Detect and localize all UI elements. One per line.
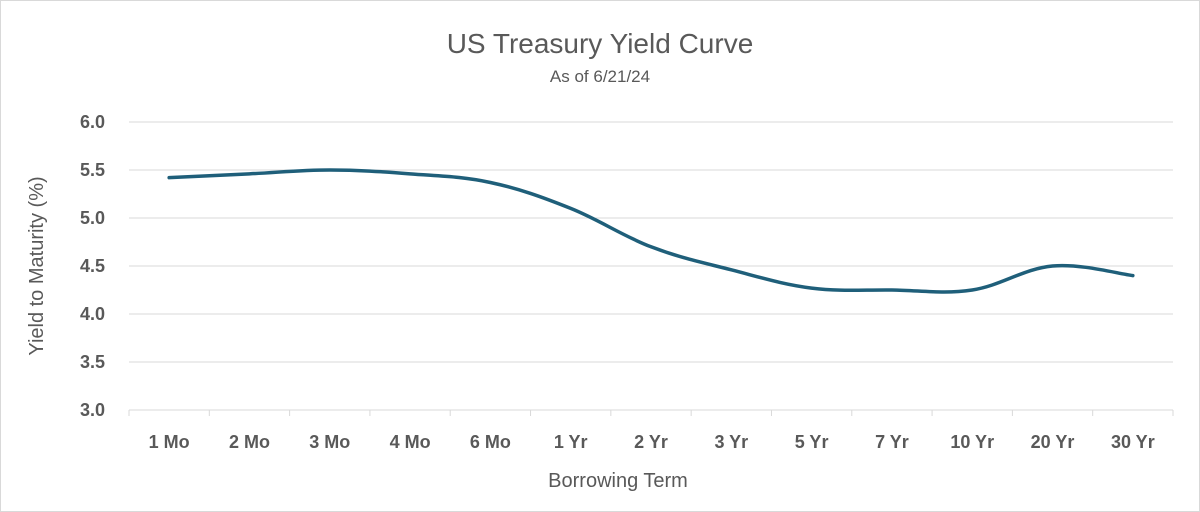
- x-tick-label: 7 Yr: [875, 432, 909, 452]
- axes: [128, 409, 1174, 416]
- x-tick-label: 1 Yr: [554, 432, 588, 452]
- chart-subtitle: As of 6/21/24: [550, 67, 650, 86]
- series: [167, 168, 1135, 294]
- y-tick-label: 4.5: [80, 256, 105, 276]
- x-tick-label: 20 Yr: [1031, 432, 1075, 452]
- x-tick-label: 3 Mo: [309, 432, 350, 452]
- y-tick-label: 3.0: [80, 400, 105, 420]
- x-tick-label: 1 Mo: [149, 432, 190, 452]
- yield-series-line: [167, 168, 1135, 294]
- x-tick-label: 6 Mo: [470, 432, 511, 452]
- x-tick-label: 2 Mo: [229, 432, 270, 452]
- x-tick-label: 5 Yr: [795, 432, 829, 452]
- chart-title: US Treasury Yield Curve: [447, 28, 754, 59]
- gridlines: [129, 121, 1173, 363]
- x-tick-label: 4 Mo: [390, 432, 431, 452]
- y-tick-label: 4.0: [80, 304, 105, 324]
- y-tick-label: 6.0: [80, 112, 105, 132]
- y-tick-label: 3.5: [80, 352, 105, 372]
- x-tick-label: 30 Yr: [1111, 432, 1155, 452]
- x-tick-label: 2 Yr: [634, 432, 668, 452]
- y-tick-label: 5.0: [80, 208, 105, 228]
- x-tick-label: 10 Yr: [950, 432, 994, 452]
- y-tick-label: 5.5: [80, 160, 105, 180]
- tick-labels: 3.0 3.5 4.0 4.5 5.0 5.5 6.0 1 Mo 2 Mo 3 Mo 4 Mo 6 M…: [80, 112, 1155, 452]
- x-axis-title: Borrowing Term: [548, 470, 688, 492]
- y-axis-title: Yield to Maturity (%): [26, 176, 48, 355]
- x-tick-label: 3 Yr: [714, 432, 748, 452]
